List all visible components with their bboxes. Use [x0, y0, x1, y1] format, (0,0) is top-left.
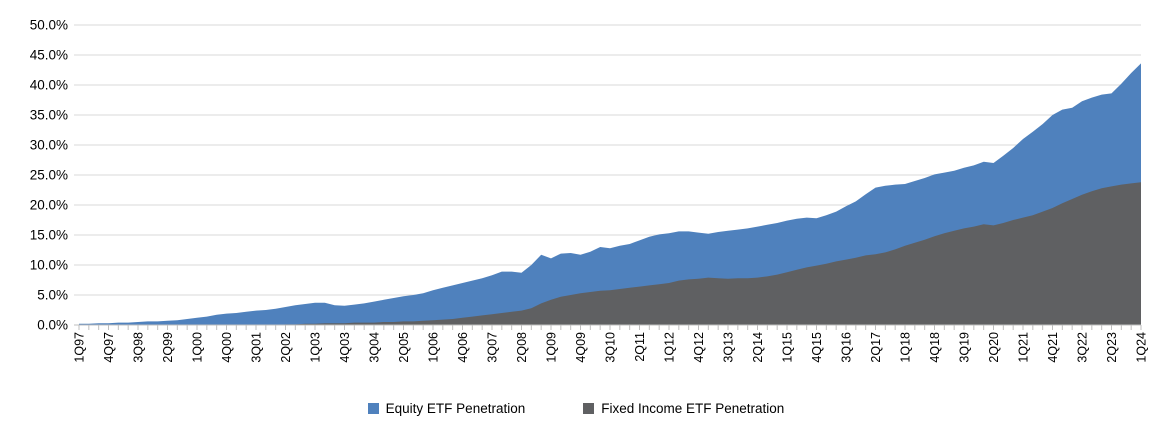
- x-tick-label: 1Q97: [73, 332, 87, 363]
- x-tick-label: 4Q18: [928, 332, 942, 363]
- x-tick-label: 3Q04: [368, 332, 382, 363]
- x-tick-label: 2Q11: [633, 332, 647, 362]
- x-tick-label: 3Q16: [840, 332, 854, 363]
- x-tick-label: 3Q01: [250, 332, 264, 363]
- x-tick-label: 4Q21: [1046, 332, 1060, 363]
- x-tick-label: 4Q97: [102, 332, 116, 363]
- x-tick-label: 2Q17: [869, 332, 883, 363]
- x-tick-label: 1Q06: [427, 332, 441, 363]
- y-tick-label: 30.0%: [30, 138, 68, 153]
- y-tick-label: 40.0%: [30, 78, 68, 93]
- x-tick-label: 1Q24: [1135, 332, 1149, 363]
- gridlines: [74, 24, 1141, 296]
- y-tick-label: 0.0%: [37, 318, 68, 333]
- x-tick-label: 1Q18: [899, 332, 913, 363]
- legend-label-fixed-income: Fixed Income ETF Penetration: [601, 401, 785, 416]
- x-tick-label: 4Q06: [456, 332, 470, 363]
- x-tick-label: 4Q03: [338, 332, 352, 363]
- x-tick-label: 1Q12: [663, 332, 677, 363]
- legend-item-equity[interactable]: Equity ETF Penetration: [367, 401, 526, 416]
- x-tick-label: 3Q98: [132, 332, 146, 363]
- y-tick-label: 35.0%: [30, 108, 68, 123]
- x-axis-labels: 1Q97 4Q97 3Q98 2Q99 1Q00 4Q00 3Q01 2Q02 1Q03 4Q03…: [73, 332, 1149, 363]
- x-tick-label: 4Q09: [574, 332, 588, 363]
- x-tick-label: 2Q23: [1105, 332, 1119, 363]
- y-tick-label: 20.0%: [30, 198, 68, 213]
- x-tick-label: 2Q14: [751, 332, 765, 363]
- x-tick-label: 4Q12: [692, 332, 706, 363]
- y-axis-labels: 50.0% 45.0% 40.0% 35.0% 30.0% 25.0% 20.0% 15.0%…: [30, 18, 68, 333]
- x-tick-label: 4Q00: [220, 332, 234, 363]
- x-tick-label: 2Q99: [161, 332, 175, 363]
- x-tick-label: 3Q10: [604, 332, 618, 363]
- y-tick-label: 45.0%: [30, 48, 68, 63]
- x-tick-label: 4Q15: [810, 332, 824, 363]
- x-axis: [74, 324, 1142, 330]
- x-tick-label: 2Q05: [397, 332, 411, 363]
- x-tick-label: 1Q15: [781, 332, 795, 363]
- legend-item-fixed-income[interactable]: Fixed Income ETF Penetration: [583, 402, 784, 416]
- x-tick-label: 3Q13: [722, 332, 736, 363]
- y-tick-label: 5.0%: [37, 288, 68, 303]
- x-tick-label: 3Q19: [958, 332, 972, 363]
- x-tick-label: 3Q22: [1076, 332, 1090, 363]
- legend: Equity ETF Penetration Fixed Income ETF …: [0, 402, 1152, 416]
- y-tick-label: 25.0%: [30, 168, 68, 183]
- x-tick-label: 1Q09: [545, 332, 559, 363]
- x-tick-label: 1Q21: [1017, 332, 1031, 363]
- y-tick-label: 50.0%: [30, 18, 68, 33]
- area-series-1: [79, 182, 1141, 325]
- x-tick-label: 2Q20: [987, 332, 1001, 363]
- y-tick-label: 15.0%: [30, 228, 68, 243]
- x-tick-label: 2Q08: [515, 332, 529, 363]
- legend-label-equity: Equity ETF Penetration: [385, 401, 526, 416]
- x-tick-label: 2Q02: [279, 332, 293, 363]
- equity-swatch-icon: [367, 403, 379, 415]
- y-tick-label: 10.0%: [30, 258, 68, 273]
- x-tick-label: 3Q07: [486, 332, 500, 363]
- x-tick-label: 1Q03: [309, 332, 323, 363]
- x-tick-label: 1Q00: [191, 332, 205, 363]
- fixed-income-swatch-icon: [583, 403, 595, 415]
